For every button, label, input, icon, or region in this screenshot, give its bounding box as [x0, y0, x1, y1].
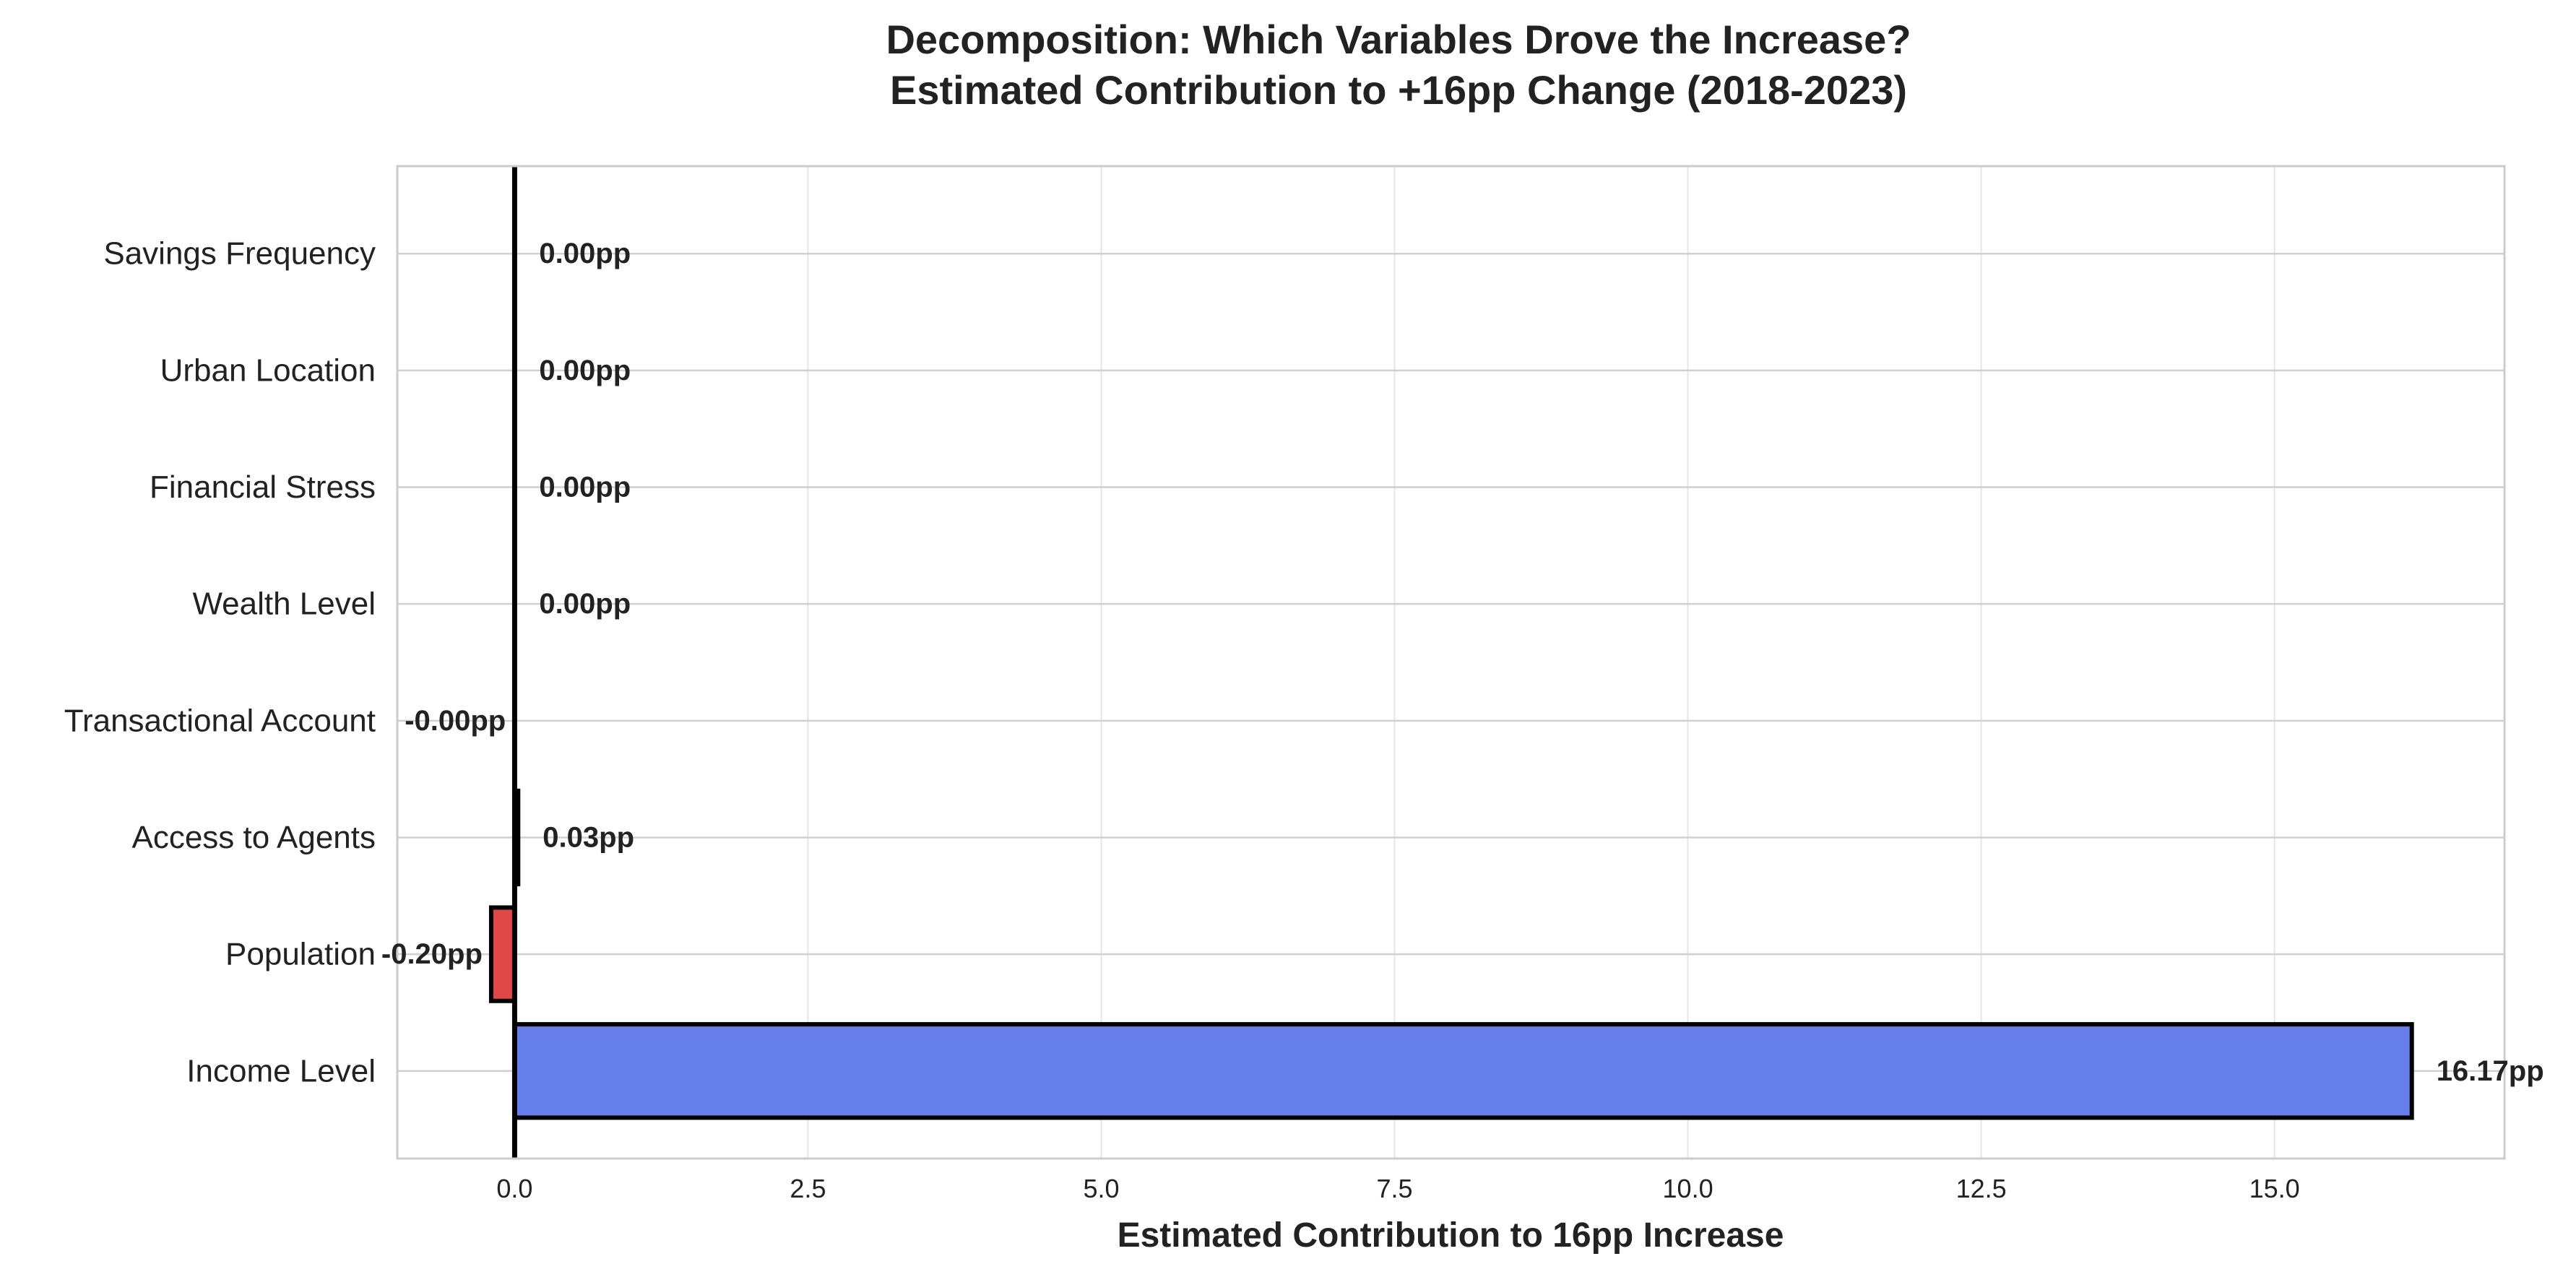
- y-tick-label: Income Level: [186, 1053, 376, 1088]
- plot-frame: [396, 165, 2506, 1160]
- data-label: 0.00pp: [539, 472, 631, 503]
- data-label: 16.17pp: [2437, 1055, 2544, 1087]
- y-tick-label: Transactional Account: [64, 703, 376, 738]
- x-tick-label: 2.5: [790, 1174, 826, 1203]
- data-label: 0.00pp: [539, 355, 631, 386]
- y-tick-label: Wealth Level: [192, 586, 376, 622]
- y-tick-labels: Income Level Population Access to Agents Tr…: [64, 236, 376, 1089]
- x-tick-label: 0.0: [496, 1174, 532, 1203]
- y-tick-label: Access to Agents: [131, 820, 376, 855]
- y-tick-label: Population: [225, 937, 376, 972]
- grid-layer: [397, 166, 2504, 1159]
- bars-layer: [488, 672, 2414, 1120]
- x-tick-label: 10.0: [1663, 1174, 1713, 1203]
- x-axis-label: Estimated Contribution to 16pp Increase: [1118, 1216, 1784, 1255]
- y-tick-label: Savings Frequency: [103, 236, 376, 272]
- data-label: 0.00pp: [539, 588, 631, 620]
- x-tick-label: 7.5: [1377, 1174, 1413, 1203]
- chart-title-line-2: Estimated Contribution to +16pp Change (…: [890, 67, 1907, 113]
- data-label: 0.03pp: [543, 821, 634, 853]
- data-labels: 16.17pp -0.20pp 0.03pp -0.00pp 0.00pp 0.00pp 0…: [381, 238, 2544, 1087]
- chart-title: Decomposition: Which Variables Drove the…: [886, 17, 1911, 113]
- bar: [512, 1022, 2414, 1120]
- chart-title-line-1: Decomposition: Which Variables Drove the…: [886, 17, 1911, 62]
- x-tick-label: 12.5: [1956, 1174, 2007, 1203]
- data-label: -0.00pp: [405, 705, 506, 737]
- data-label: -0.20pp: [381, 938, 483, 970]
- y-tick-label: Urban Location: [160, 352, 376, 388]
- bar: [488, 905, 517, 1003]
- data-label: 0.00pp: [539, 238, 631, 269]
- x-tick-label: 15.0: [2249, 1174, 2300, 1203]
- x-tick-labels: 0.0 2.5 5.0 7.5 10.0 12.5 15.0: [496, 1174, 2299, 1203]
- y-tick-label: Financial Stress: [150, 469, 376, 505]
- x-tick-label: 5.0: [1083, 1174, 1119, 1203]
